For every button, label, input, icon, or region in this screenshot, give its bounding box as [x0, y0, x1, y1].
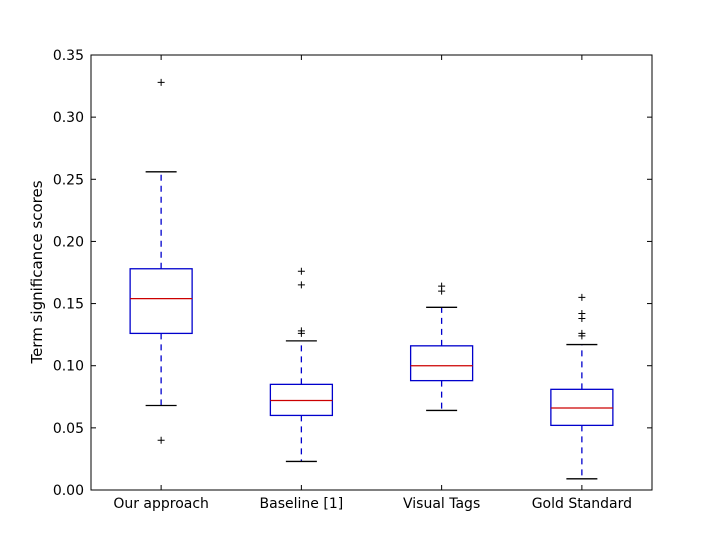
box-group [129, 78, 193, 444]
y-tick-label: 0.35 [53, 48, 84, 64]
flier-point [297, 267, 305, 275]
y-tick-label: 0.10 [53, 359, 84, 375]
x-tick-label: Baseline [1] [260, 496, 344, 512]
flier-point [297, 327, 305, 335]
x-axis: Our approach Baseline [1] Visual Tags Gold … [113, 55, 632, 512]
y-tick-label: 0.30 [53, 110, 84, 126]
plot-area [90, 54, 653, 491]
x-tick-label: Visual Tags [403, 496, 480, 512]
box-group [269, 267, 334, 463]
flier-point [438, 282, 446, 290]
x-tick-label: Gold Standard [532, 496, 632, 512]
flier-point [578, 293, 586, 301]
box-iqr [129, 268, 193, 335]
y-tick-label: 0.05 [53, 421, 84, 437]
y-tick-label: 0.25 [53, 172, 84, 188]
flier-point [157, 78, 165, 86]
y-tick-label: 0.20 [53, 234, 84, 250]
y-tick-label: 0.00 [53, 483, 84, 499]
x-tick-label: Our approach [113, 496, 209, 512]
y-axis: 0.00 0.05 0.10 0.15 0.20 0.25 0.30 0.35 [53, 48, 652, 499]
y-tick-label: 0.15 [53, 297, 84, 313]
flier-point [297, 281, 305, 289]
box-group [409, 282, 474, 412]
box-group [550, 293, 614, 480]
flier-point [578, 310, 586, 318]
boxes-layer [129, 78, 614, 480]
box-iqr [409, 345, 474, 382]
y-axis-label: Term significance scores [28, 180, 46, 364]
flier-point [578, 329, 586, 337]
flier-point [157, 436, 165, 444]
